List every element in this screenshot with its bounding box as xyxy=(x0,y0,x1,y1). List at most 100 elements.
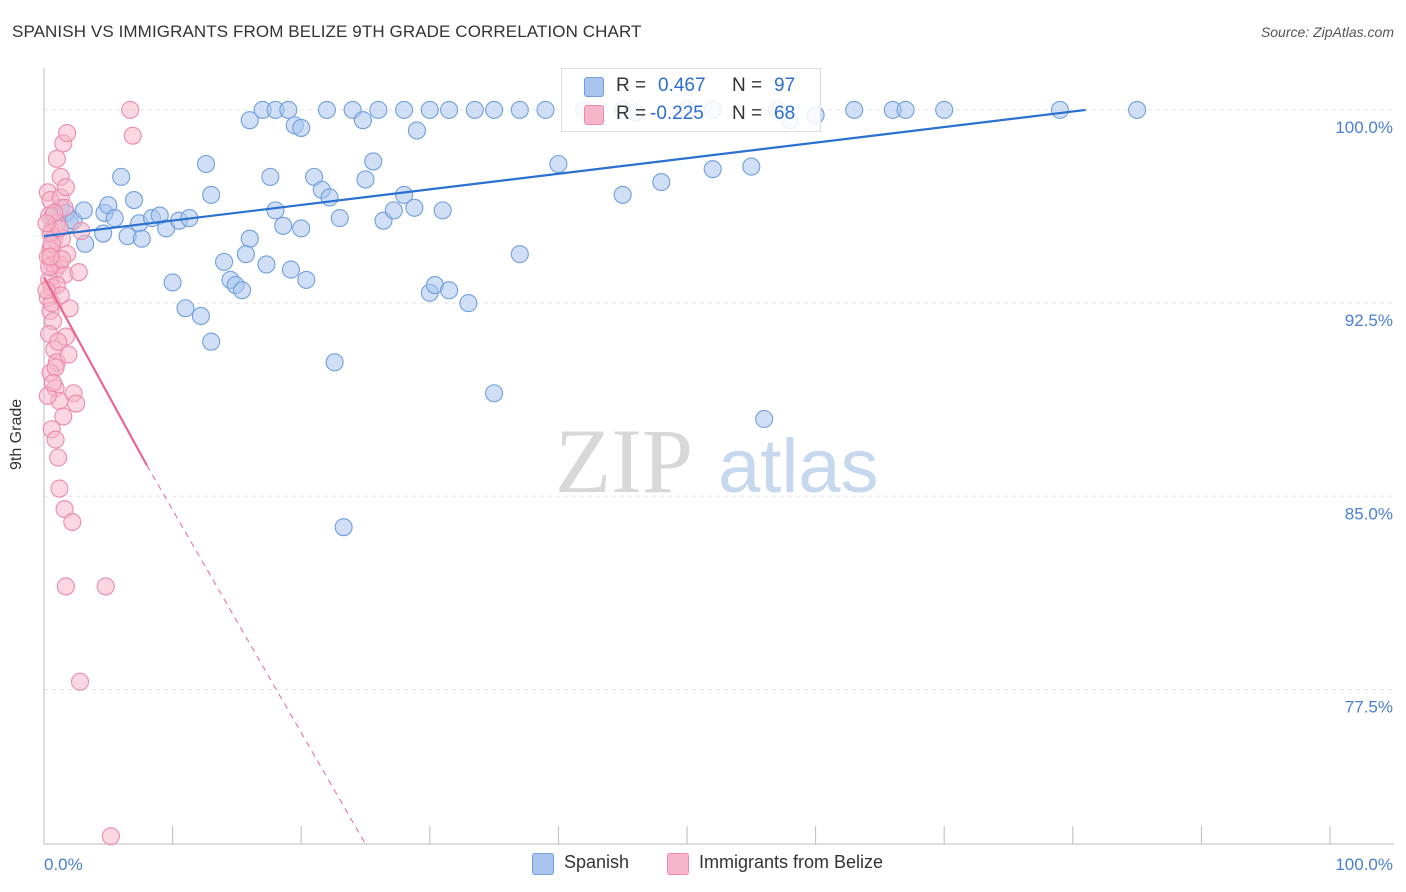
point-spanish xyxy=(1050,100,1069,119)
point-spanish xyxy=(510,245,529,264)
trend-line-belize-extension xyxy=(146,465,366,845)
point-belize xyxy=(49,448,68,467)
point-spanish xyxy=(132,229,151,248)
watermark: ZIP atlas xyxy=(555,410,879,512)
legend-r-label: R = xyxy=(616,103,647,124)
point-spanish xyxy=(191,306,210,326)
legend-n-value-spanish: 97 xyxy=(774,75,796,96)
point-spanish xyxy=(196,154,216,174)
legend-swatch-spanish xyxy=(584,77,604,97)
stats-legend: R = 0.467 N = 97 R = -0.225 N = 68 xyxy=(561,68,821,132)
y-tick-label: 92.5% xyxy=(1345,311,1393,330)
point-spanish xyxy=(124,191,144,210)
point-spanish xyxy=(292,118,311,137)
point-spanish xyxy=(510,100,529,119)
point-belize xyxy=(43,373,63,392)
bottom-legend-label-spanish: Spanish xyxy=(564,852,630,872)
point-spanish xyxy=(202,185,221,204)
point-belize xyxy=(70,672,90,691)
point-spanish xyxy=(395,185,414,204)
point-spanish xyxy=(405,198,424,217)
point-spanish xyxy=(845,100,864,119)
point-spanish xyxy=(935,100,954,119)
x-tick-label-max: 100.0% xyxy=(1335,855,1393,874)
point-spanish xyxy=(485,100,504,119)
point-belize xyxy=(69,263,88,282)
point-spanish xyxy=(353,111,372,130)
bottom-legend-swatch-belize xyxy=(667,853,689,875)
point-spanish xyxy=(232,281,252,300)
point-belize xyxy=(96,577,115,596)
point-spanish xyxy=(274,216,293,235)
trend-line-belize xyxy=(43,276,148,466)
legend-n-label: N = xyxy=(732,103,763,124)
point-spanish xyxy=(703,160,722,179)
x-tick-label-min: 0.0% xyxy=(44,855,83,874)
point-spanish xyxy=(440,100,459,119)
point-belize xyxy=(37,214,56,233)
legend-n-value-belize: 68 xyxy=(774,103,796,124)
point-belize xyxy=(123,126,142,145)
point-spanish xyxy=(536,100,555,119)
point-spanish xyxy=(433,201,452,220)
point-spanish xyxy=(240,111,259,130)
point-spanish xyxy=(407,121,426,140)
point-spanish xyxy=(257,255,276,274)
point-belize xyxy=(58,124,77,143)
bottom-legend-swatch-spanish xyxy=(532,853,554,875)
point-spanish xyxy=(163,273,182,292)
point-spanish xyxy=(384,201,403,220)
point-spanish xyxy=(330,209,349,228)
point-belize xyxy=(121,100,140,119)
tick-labels: 77.5% 85.0% 92.5% 100.0% 0.0% 100.0% xyxy=(44,118,1393,874)
bottom-legend-label-belize: Immigrants from Belize xyxy=(699,852,884,872)
point-spanish xyxy=(240,229,259,248)
watermark-zip: ZIP xyxy=(555,410,693,512)
point-spanish xyxy=(1128,100,1147,119)
point-spanish xyxy=(356,170,375,189)
point-spanish xyxy=(297,270,316,289)
legend-n-label: N = xyxy=(732,75,763,96)
legend-r-label: R = xyxy=(616,75,647,96)
point-spanish xyxy=(465,100,484,119)
point-belize xyxy=(46,430,65,449)
point-spanish xyxy=(281,260,300,279)
point-spanish xyxy=(420,100,439,119)
point-belize xyxy=(54,407,73,426)
point-spanish xyxy=(317,100,336,119)
point-belize xyxy=(47,149,66,168)
legend-r-value-belize: -0.225 xyxy=(650,103,704,124)
point-belize xyxy=(46,358,65,377)
watermark-atlas: atlas xyxy=(718,424,879,509)
y-tick-label: 77.5% xyxy=(1345,697,1393,716)
point-belize xyxy=(50,479,69,498)
point-spanish xyxy=(395,100,414,119)
point-belize xyxy=(101,827,120,846)
point-spanish xyxy=(176,299,195,318)
point-belize xyxy=(67,394,86,413)
point-spanish xyxy=(613,185,632,204)
point-belize xyxy=(49,332,68,351)
trend-lines xyxy=(43,108,1086,845)
y-tick-label: 100.0% xyxy=(1335,118,1393,137)
point-spanish xyxy=(236,245,255,264)
point-spanish xyxy=(202,332,221,351)
point-spanish xyxy=(266,201,285,220)
point-spanish xyxy=(369,100,388,119)
point-belize xyxy=(56,178,75,197)
legend-swatch-belize xyxy=(584,105,604,125)
chart-source: Source: ZipAtlas.com xyxy=(1260,24,1394,40)
point-spanish xyxy=(440,281,459,300)
point-spanish xyxy=(292,219,311,238)
point-spanish xyxy=(755,409,774,429)
point-spanish xyxy=(112,167,131,186)
point-spanish xyxy=(334,518,353,537)
point-spanish xyxy=(279,100,298,119)
point-belize xyxy=(56,577,75,596)
point-spanish xyxy=(896,100,915,119)
point-spanish xyxy=(261,167,280,186)
point-spanish xyxy=(105,209,124,228)
legend-r-value-spanish: 0.467 xyxy=(658,75,706,96)
chart-title: SPANISH VS IMMIGRANTS FROM BELIZE 9TH GR… xyxy=(12,22,642,41)
